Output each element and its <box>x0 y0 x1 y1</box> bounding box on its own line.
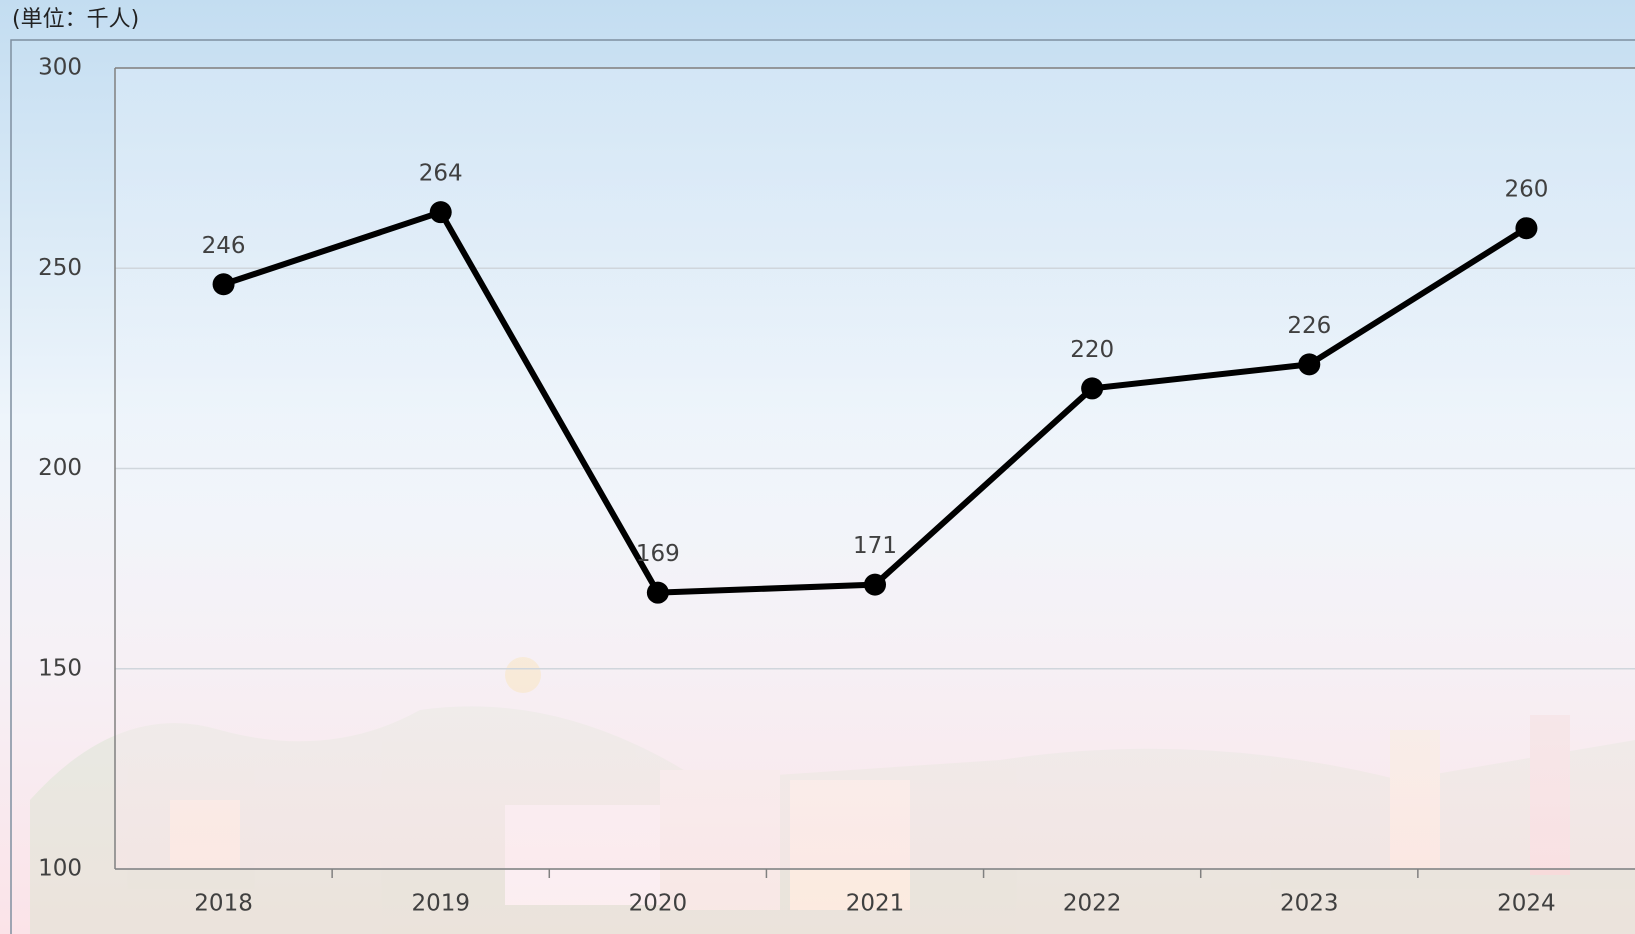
x-tick-label: 2022 <box>1063 891 1122 917</box>
x-tick-label: 2023 <box>1280 891 1339 917</box>
data-label: 169 <box>636 541 680 567</box>
y-tick-label: 200 <box>38 455 82 481</box>
x-tick-label: 2020 <box>629 891 688 917</box>
data-point <box>864 574 886 596</box>
data-point <box>213 273 235 295</box>
page: {"chart_data": {"type": "line", "unit_la… <box>0 0 1635 934</box>
unit-label: (単位：千人) <box>12 7 139 32</box>
data-point <box>1515 217 1537 239</box>
x-tick-label: 2024 <box>1497 891 1556 917</box>
y-tick-label: 250 <box>38 255 82 281</box>
data-label: 171 <box>853 533 897 559</box>
chart: (単位：千人) 100 150 200 250 300 2018 2019 2020 2021 2… <box>0 0 1635 934</box>
data-label: 220 <box>1070 337 1114 363</box>
data-label: 264 <box>419 161 463 187</box>
x-tick-label: 2021 <box>846 891 905 917</box>
data-label: 260 <box>1504 177 1548 203</box>
data-point <box>1298 353 1320 375</box>
x-tick-label: 2019 <box>411 891 470 917</box>
data-point <box>430 201 452 223</box>
data-point <box>1081 377 1103 399</box>
data-point <box>647 582 669 604</box>
y-tick-label: 300 <box>38 55 82 81</box>
y-tick-label: 100 <box>38 856 82 882</box>
data-label: 226 <box>1287 313 1331 339</box>
x-tick-label: 2018 <box>194 891 253 917</box>
y-tick-label: 150 <box>38 655 82 681</box>
data-label: 246 <box>202 233 246 259</box>
